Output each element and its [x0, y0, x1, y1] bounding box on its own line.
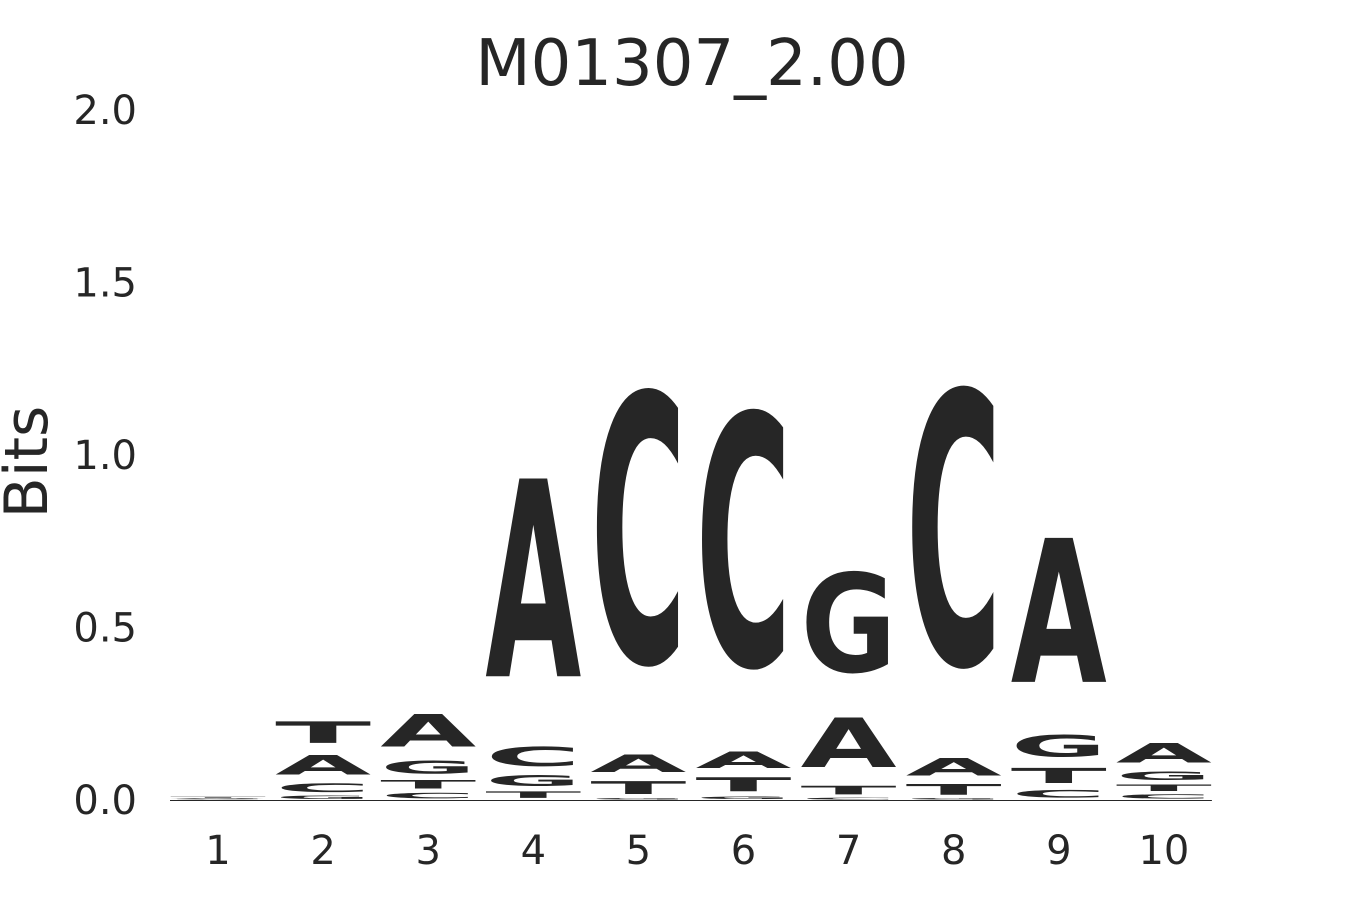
logo-letter-C: C	[801, 797, 897, 800]
y-axis-label: Bits	[0, 406, 62, 519]
logo-letter-G: G	[696, 796, 792, 800]
logo-letter-A: A	[696, 748, 792, 774]
logo-letter-A: A	[1116, 738, 1212, 769]
x-axis-ticks: 1 2 3 4 5 6 7 8 9 10	[205, 828, 1189, 874]
x-tick-label: 8	[941, 828, 966, 874]
x-tick-label: 4	[521, 828, 546, 874]
logo-letter-A: A	[380, 705, 476, 756]
logo-letter-A: A	[485, 424, 581, 740]
logo-letter-C: C	[275, 781, 371, 795]
logo-letter-T: T	[1011, 764, 1108, 788]
x-tick-label: 10	[1138, 828, 1189, 874]
x-tick-label: 6	[731, 828, 756, 874]
logo-letter-C: C	[380, 791, 476, 800]
logo-letter-A: A	[801, 704, 897, 783]
logo-letter-A: A	[275, 750, 371, 781]
chart-title: M01307_2.00	[475, 27, 908, 101]
y-tick-label: 2.0	[73, 88, 137, 134]
logo-letter-G: G	[906, 798, 1002, 800]
logo-letter-G: G	[801, 545, 897, 704]
logo-letter-A: A	[170, 798, 266, 799]
logo-letter-C: C	[170, 799, 266, 800]
logo-letter-A: A	[906, 754, 1002, 781]
y-tick-label: 1.0	[73, 433, 137, 479]
logo-letter-T: T	[1116, 783, 1212, 793]
logo-letter-T: T	[275, 716, 371, 750]
x-tick-label: 1	[205, 828, 230, 874]
logo-letter-T: T	[485, 790, 581, 800]
logo-letter-C: C	[1011, 788, 1107, 800]
logo-letter-T: T	[380, 778, 476, 792]
logo-letter-T: T	[696, 774, 792, 796]
x-tick-label: 3	[415, 828, 440, 874]
y-axis-ticks: 0.0 0.5 1.0 1.5 2.0	[73, 88, 137, 824]
logo-letter-G: G	[1116, 769, 1212, 783]
y-tick-label: 0.5	[73, 606, 137, 652]
logo-letter-T: T	[170, 797, 266, 798]
logo-letter-G: G	[485, 772, 581, 789]
x-tick-label: 2	[310, 828, 335, 874]
logo-letter-C: C	[485, 742, 581, 773]
x-tick-label: 9	[1046, 828, 1071, 874]
logo-letter-C: C	[906, 318, 1002, 753]
logo-letter-T: T	[590, 778, 686, 799]
y-tick-label: 0.0	[73, 778, 137, 824]
x-tick-label: 7	[836, 828, 861, 874]
logo-letter-G: G	[170, 799, 266, 800]
logo-letter-A: A	[590, 750, 686, 777]
logo-letter-G: G	[1011, 730, 1107, 764]
logo-letter-C: C	[590, 320, 686, 749]
logo-letter-G: G	[380, 757, 476, 778]
x-tick-label: 5	[626, 828, 651, 874]
logo-letter-C: C	[1116, 793, 1212, 800]
logo-letter-A: A	[1011, 499, 1107, 729]
logo-letter-T: T	[906, 781, 1002, 798]
logo-letter-G: G	[275, 795, 371, 800]
y-tick-label: 1.5	[73, 261, 137, 307]
logo-letter-G: G	[590, 798, 686, 800]
logo-letter-C: C	[696, 345, 792, 747]
logo-letter-T: T	[801, 783, 897, 797]
